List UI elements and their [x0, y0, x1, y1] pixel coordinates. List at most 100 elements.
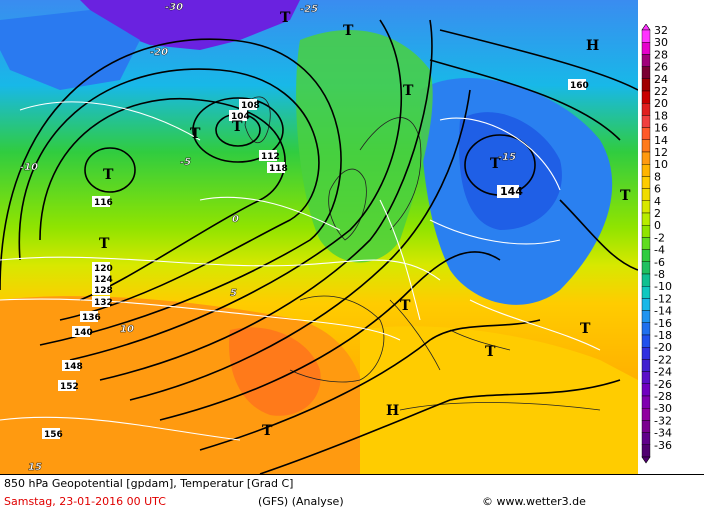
legend-swatch	[641, 359, 651, 372]
legend-label: -28	[654, 390, 672, 403]
legend-label: -30	[654, 402, 672, 415]
legend-swatch	[641, 188, 651, 202]
legend-swatch	[641, 176, 651, 189]
legend-label: 14	[654, 134, 668, 147]
cold-core-east	[459, 112, 562, 230]
high-marker: H	[586, 38, 599, 54]
legend-swatch	[641, 444, 651, 458]
valid-date: Samstag, 23-01-2016 00 UTC	[4, 495, 166, 508]
legend-swatch	[641, 310, 651, 324]
legend-swatch	[641, 115, 651, 128]
legend-label: -2	[654, 231, 665, 244]
z-label-104: 104	[231, 112, 250, 122]
legend-swatch	[641, 78, 651, 92]
legend-swatch	[641, 432, 651, 446]
legend-label: -8	[654, 268, 665, 281]
coastlines	[244, 96, 601, 411]
low-marker: T	[280, 10, 291, 26]
legend-arrow-bottom	[641, 456, 651, 464]
low-marker: T	[403, 83, 414, 99]
credit-link[interactable]: © www.wetter3.de	[482, 495, 586, 508]
low-marker: T	[580, 321, 591, 337]
low-marker: T	[190, 126, 201, 142]
legend-label: -34	[654, 427, 672, 440]
t-label-minus5: -5	[180, 157, 191, 168]
legend-label: -6	[654, 256, 665, 269]
t-label-15: 15	[28, 462, 42, 473]
legend-swatch	[641, 273, 651, 287]
warm-mediterranean	[360, 326, 638, 474]
geopotential-isohypses	[0, 19, 638, 474]
z-label-118: 118	[269, 164, 288, 174]
z-label-144: 144	[500, 185, 523, 198]
legend-label: -4	[654, 244, 665, 257]
model-info: (GFS) (Analyse)	[258, 495, 344, 508]
legend-label: -16	[654, 317, 672, 330]
legend-label: -12	[654, 292, 672, 305]
t-label-minus10: -10	[20, 162, 38, 173]
legend-swatch	[641, 395, 651, 409]
warm-iberia	[229, 327, 321, 416]
legend-swatch	[641, 347, 651, 360]
map-footer: 850 hPa Geopotential [gpdam], Temperatur…	[0, 474, 704, 514]
t-label-minus25: -25	[300, 4, 318, 15]
legend-label: 2	[654, 207, 661, 220]
legend-label: -26	[654, 378, 672, 391]
cold-pool-west	[0, 10, 140, 90]
z-label-116: 116	[94, 198, 113, 208]
low-marker: T	[99, 236, 110, 252]
legend-swatch	[641, 163, 651, 177]
legend-label: 20	[654, 97, 668, 110]
legend-label: 26	[654, 61, 668, 74]
legend-swatch	[641, 334, 651, 348]
pressure-centres: H H T T T T T T T T T T T T T	[99, 10, 631, 439]
z-label-152: 152	[60, 382, 79, 392]
legend-swatch	[641, 200, 651, 214]
legend-label: 4	[654, 195, 661, 208]
z-label-108: 108	[241, 101, 260, 111]
legend-swatch	[641, 286, 651, 299]
low-marker: T	[343, 23, 354, 39]
legend-label: 8	[654, 170, 661, 183]
legend-label: 22	[654, 85, 668, 98]
legend-label: -10	[654, 280, 672, 293]
map-canvas: 104 108 112 116 118 120 124 128 132 136 …	[0, 0, 638, 474]
legend-swatch	[641, 224, 651, 238]
legend-label: -32	[654, 414, 672, 427]
low-marker: T	[232, 119, 243, 135]
z-label-136: 136	[82, 313, 101, 323]
legend-swatch	[641, 151, 651, 165]
legend-label: 10	[654, 158, 668, 171]
legend-swatch	[641, 127, 651, 140]
legend-swatch	[641, 322, 651, 336]
t-label-minus30: -30	[165, 2, 183, 13]
temperature-labels: -30 -25 -20 -15 -10 -5 0 5 10 15	[20, 2, 517, 473]
legend-swatch	[641, 212, 651, 226]
legend-swatch	[641, 298, 651, 311]
low-marker: T	[490, 156, 501, 172]
high-marker: H	[386, 403, 399, 419]
legend-swatch	[641, 383, 651, 397]
z-label-132: 132	[94, 298, 113, 308]
legend-label: 18	[654, 109, 668, 122]
legend-swatch	[641, 102, 651, 116]
low-marker: T	[262, 423, 273, 439]
low-marker: T	[485, 344, 496, 360]
legend-label: 32	[654, 24, 668, 37]
legend-label: 28	[654, 48, 668, 61]
isotherms	[0, 101, 601, 441]
legend-label: 12	[654, 146, 668, 159]
z-label-112: 112	[261, 152, 280, 162]
t-label-10: 10	[120, 324, 134, 335]
legend-label: 24	[654, 73, 668, 86]
legend-label: 0	[654, 219, 661, 232]
legend-swatch	[641, 66, 651, 79]
legend-swatch	[641, 42, 651, 55]
legend-swatch	[641, 54, 651, 67]
low-marker: T	[103, 167, 114, 183]
legend-label: -20	[654, 341, 672, 354]
legend-swatch	[641, 408, 651, 421]
z-label-148: 148	[64, 362, 83, 372]
legend-label: -22	[654, 353, 672, 366]
map-caption: 850 hPa Geopotential [gpdam], Temperatur…	[4, 477, 294, 490]
